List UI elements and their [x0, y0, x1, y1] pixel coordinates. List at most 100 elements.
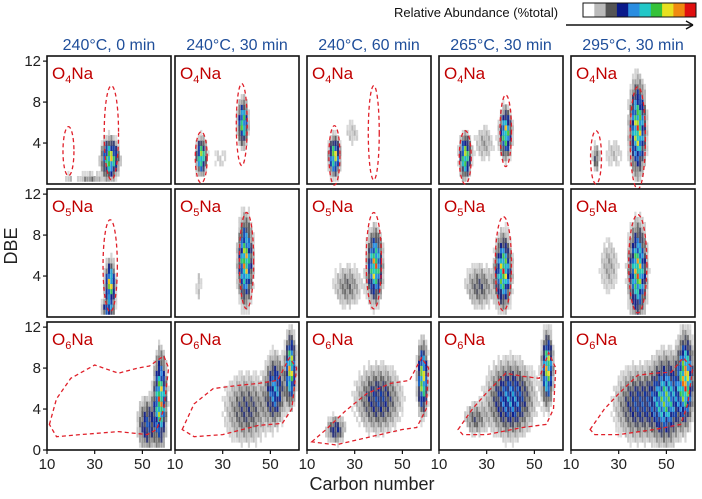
- heatmap-cell: [247, 252, 250, 259]
- heatmap-cell: [507, 145, 510, 152]
- heatmap-cell: [255, 370, 258, 377]
- heatmap-cell: [610, 242, 613, 249]
- heatmap-cell: [552, 360, 555, 366]
- heatmap-cell: [485, 298, 488, 305]
- heatmap-cell: [528, 385, 531, 392]
- heatmap-cell: [643, 83, 646, 90]
- heatmap-cell: [504, 104, 507, 111]
- heatmap-cell: [629, 109, 632, 116]
- heatmap-cell: [516, 395, 519, 402]
- heatmap-cell: [155, 375, 158, 382]
- heatmap-cell: [466, 176, 469, 182]
- heatmap-cell: [339, 165, 342, 172]
- heatmap-cell: [689, 349, 692, 356]
- heatmap-cell: [617, 421, 620, 428]
- heatmap-cell: [110, 268, 113, 274]
- heatmap-cell: [143, 431, 146, 438]
- heatmap-cell: [497, 135, 500, 141]
- heatmap-cell: [665, 365, 668, 371]
- heatmap-cell: [288, 406, 291, 412]
- heatmap-cell: [516, 431, 519, 438]
- heatmap-cell: [146, 442, 149, 448]
- envelope-ellipse: [194, 131, 208, 184]
- heatmap-cell: [158, 365, 161, 371]
- heatmap-cell: [550, 395, 553, 402]
- heatmap-cell: [238, 273, 241, 279]
- heatmap-cell: [243, 436, 246, 443]
- heatmap-cell: [243, 145, 246, 152]
- heatmap-cell: [344, 288, 347, 295]
- heatmap-cell: [519, 375, 522, 382]
- heatmap-cell: [327, 421, 330, 428]
- heatmap-cell: [197, 273, 200, 279]
- heatmap-cell: [228, 390, 231, 397]
- heatmap-cell: [634, 68, 637, 75]
- heatmap-cell: [552, 349, 555, 356]
- heatmap-cell: [377, 237, 380, 244]
- heatmap-cell: [243, 283, 246, 290]
- heatmap-cell: [228, 421, 231, 428]
- heatmap-cell: [471, 411, 474, 418]
- heatmap-cell: [240, 283, 243, 290]
- heatmap-cell: [293, 390, 296, 397]
- heatmap-cell: [629, 283, 632, 290]
- heatmap-cell: [473, 262, 476, 269]
- heatmap-cell: [499, 416, 503, 423]
- heatmap-cell: [150, 426, 153, 433]
- heatmap-cell: [526, 421, 529, 428]
- heatmap-cell: [485, 129, 488, 136]
- heatmap-cell: [105, 165, 108, 172]
- heatmap-cell: [110, 293, 113, 300]
- heatmap-cell: [629, 385, 632, 392]
- heatmap-cell: [667, 416, 670, 423]
- heatmap-cell: [377, 262, 380, 269]
- heatmap-cell: [243, 114, 246, 121]
- heatmap-cell: [336, 278, 340, 285]
- heatmap-cell: [240, 406, 243, 412]
- heatmap-cell: [624, 278, 627, 285]
- heatmap-cell: [480, 303, 483, 310]
- heatmap-cell: [356, 288, 359, 295]
- heatmap-cell: [107, 268, 111, 274]
- heatmap-cell: [552, 365, 555, 371]
- heatmap-cell: [523, 370, 526, 377]
- heatmap-cell: [245, 273, 248, 279]
- heatmap-cell: [247, 288, 250, 295]
- heatmap-cell: [667, 360, 670, 366]
- heatmap-cell: [235, 390, 239, 397]
- heatmap-cell: [107, 288, 111, 295]
- heatmap-cell: [639, 436, 642, 443]
- heatmap-cell: [325, 426, 328, 433]
- heatmap-cell: [370, 426, 373, 433]
- heatmap-cell: [422, 334, 425, 341]
- heatmap-cell: [243, 411, 246, 418]
- heatmap-cell: [674, 416, 677, 423]
- heatmap-cell: [372, 257, 375, 264]
- heatmap-cell: [662, 426, 666, 433]
- heatmap-cell: [636, 303, 639, 310]
- heatmap-cell: [420, 370, 423, 377]
- heatmap-cell: [519, 395, 522, 402]
- heatmap-cell: [679, 354, 682, 361]
- heatmap-cell: [384, 416, 387, 423]
- heatmap-cell: [523, 426, 526, 433]
- heatmap-cell: [422, 385, 425, 392]
- heatmap-cell: [550, 380, 553, 387]
- heatmap-cell: [672, 426, 675, 433]
- heatmap-cell: [382, 273, 385, 279]
- legend-colorbar: [582, 2, 697, 18]
- heatmap-cell: [240, 232, 243, 238]
- heatmap-cell: [485, 283, 488, 290]
- heatmap-cell: [269, 385, 272, 392]
- y-tick-label: 4: [33, 401, 41, 418]
- heatmap-cell: [483, 124, 486, 131]
- heatmap-cell: [105, 176, 108, 182]
- heatmap-cell: [502, 242, 505, 249]
- heatmap-cell: [351, 140, 354, 146]
- heatmap-cell: [389, 375, 392, 382]
- heatmap-cell: [684, 401, 687, 407]
- heatmap-cell: [329, 426, 332, 433]
- heatmap-cell: [631, 78, 635, 85]
- heatmap-cell: [495, 303, 498, 310]
- heatmap-cell: [219, 160, 222, 167]
